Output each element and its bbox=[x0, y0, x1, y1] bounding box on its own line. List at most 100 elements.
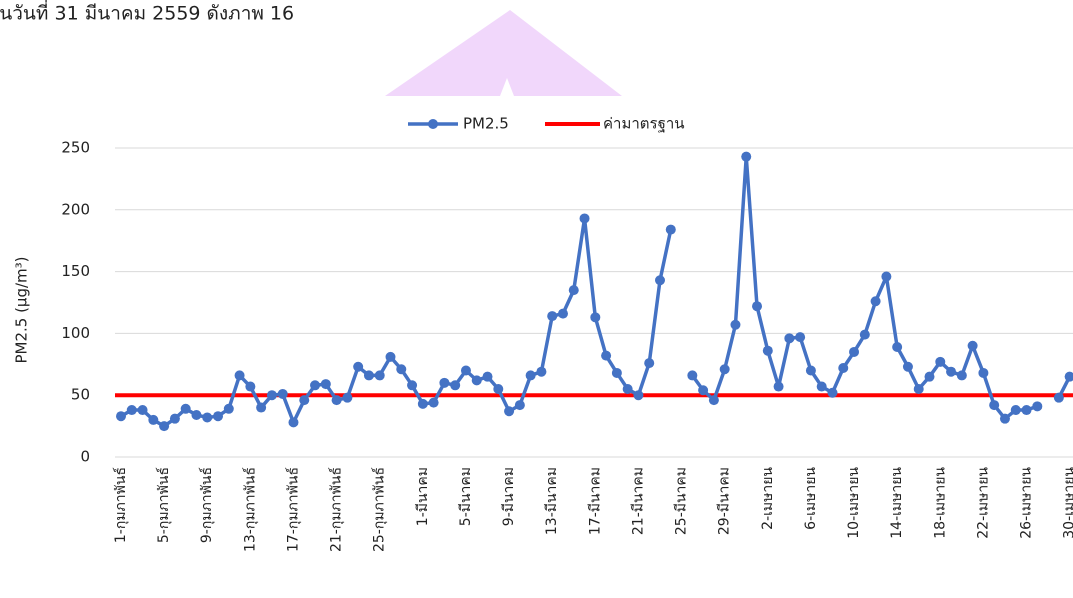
data-point bbox=[450, 380, 461, 391]
data-line bbox=[120, 154, 1072, 428]
legend-label: PM2.5 bbox=[463, 115, 509, 133]
x-tick-label: 17-กุมภาพันธ์ bbox=[284, 467, 301, 552]
data-point bbox=[827, 387, 838, 398]
x-tick-label: 18-เมษายน bbox=[932, 467, 948, 539]
data-point bbox=[892, 341, 903, 352]
data-point bbox=[730, 319, 741, 330]
data-point bbox=[1053, 392, 1064, 403]
data-point bbox=[935, 356, 946, 367]
data-point bbox=[202, 412, 213, 423]
data-point bbox=[557, 308, 568, 319]
x-tick-label: 2-เมษายน bbox=[760, 467, 776, 530]
data-point bbox=[999, 413, 1010, 424]
data-point bbox=[234, 370, 245, 381]
data-point bbox=[762, 345, 773, 356]
data-point bbox=[579, 213, 590, 224]
data-point bbox=[428, 397, 439, 408]
x-tick-label: 29-มีนาคม bbox=[717, 467, 733, 535]
data-point bbox=[439, 377, 450, 388]
data-point bbox=[223, 403, 234, 414]
data-point bbox=[622, 384, 633, 395]
data-point bbox=[946, 366, 957, 377]
data-point bbox=[698, 385, 709, 396]
data-point bbox=[277, 388, 288, 399]
decoration bbox=[385, 10, 622, 96]
x-tick-label: 25-กุมภาพันธ์ bbox=[371, 467, 388, 552]
x-tick-label: 13-มีนาคม bbox=[544, 467, 560, 535]
data-point bbox=[331, 395, 342, 406]
data-point bbox=[741, 151, 752, 162]
data-point bbox=[708, 395, 719, 406]
data-point bbox=[881, 271, 892, 282]
data-point bbox=[633, 390, 644, 401]
data-point bbox=[126, 405, 137, 416]
data-point bbox=[913, 384, 924, 395]
data-point bbox=[601, 350, 612, 361]
data-point bbox=[353, 361, 364, 372]
y-axis-label: PM2.5 (µg/m³) bbox=[13, 256, 31, 363]
data-point bbox=[687, 370, 698, 381]
data-point bbox=[752, 301, 763, 312]
data-point bbox=[504, 406, 515, 417]
y-tick-label: 50 bbox=[71, 386, 90, 404]
x-tick-label: 30-เมษายน bbox=[1062, 467, 1073, 539]
data-point bbox=[374, 370, 385, 381]
data-point bbox=[385, 351, 396, 362]
data-point bbox=[978, 367, 989, 378]
data-point bbox=[655, 275, 665, 286]
y-tick-label: 0 bbox=[80, 448, 90, 466]
data-point bbox=[568, 285, 579, 296]
data-point bbox=[665, 224, 676, 235]
data-point bbox=[299, 395, 310, 406]
x-tick-label: 13-กุมภาพันธ์ bbox=[241, 467, 258, 552]
x-tick-label: 1-มีนาคม bbox=[415, 467, 431, 526]
x-tick-label: 1-กุมภาพันธ์ bbox=[112, 467, 129, 543]
data-point bbox=[902, 361, 913, 372]
x-tick-label: 6-เมษายน bbox=[803, 467, 819, 530]
data-point bbox=[482, 371, 493, 382]
data-point bbox=[342, 392, 353, 403]
x-tick-label: 21-กุมภาพันธ์ bbox=[328, 467, 345, 552]
data-point bbox=[191, 409, 202, 420]
data-point bbox=[859, 329, 870, 340]
data-point bbox=[611, 367, 622, 378]
data-point bbox=[849, 346, 860, 357]
data-point bbox=[137, 405, 148, 416]
data-point bbox=[1010, 405, 1021, 416]
data-point bbox=[417, 398, 428, 409]
data-point bbox=[967, 340, 978, 351]
data-point bbox=[245, 381, 256, 392]
data-point bbox=[514, 400, 525, 411]
data-point bbox=[256, 402, 267, 413]
data-point bbox=[547, 311, 558, 322]
y-tick-label: 150 bbox=[61, 262, 90, 280]
data-point bbox=[870, 296, 881, 307]
data-point bbox=[396, 364, 407, 375]
data-point bbox=[719, 364, 730, 375]
data-point bbox=[407, 380, 418, 391]
legend-label: ค่ามาตรฐาน bbox=[603, 115, 685, 133]
data-point bbox=[460, 365, 471, 376]
data-point bbox=[773, 381, 784, 392]
x-tick-label: 17-มีนาคม bbox=[587, 467, 603, 535]
data-point bbox=[1021, 405, 1032, 416]
legend-marker bbox=[428, 119, 438, 129]
data-point bbox=[956, 370, 967, 381]
data-point bbox=[471, 375, 482, 386]
data-point bbox=[213, 411, 224, 422]
data-point bbox=[924, 371, 935, 382]
y-tick-label: 250 bbox=[61, 139, 90, 157]
data-point bbox=[493, 384, 504, 395]
x-tick-label: 9-มีนาคม bbox=[501, 467, 517, 526]
data-point bbox=[1032, 401, 1043, 412]
data-point bbox=[989, 400, 1000, 411]
data-point bbox=[1064, 371, 1073, 382]
data-point bbox=[310, 380, 321, 391]
y-tick-label: 100 bbox=[61, 324, 90, 342]
data-point bbox=[363, 370, 374, 381]
data-point bbox=[320, 379, 331, 390]
data-point bbox=[838, 363, 849, 374]
y-tick-label: 200 bbox=[61, 200, 90, 218]
